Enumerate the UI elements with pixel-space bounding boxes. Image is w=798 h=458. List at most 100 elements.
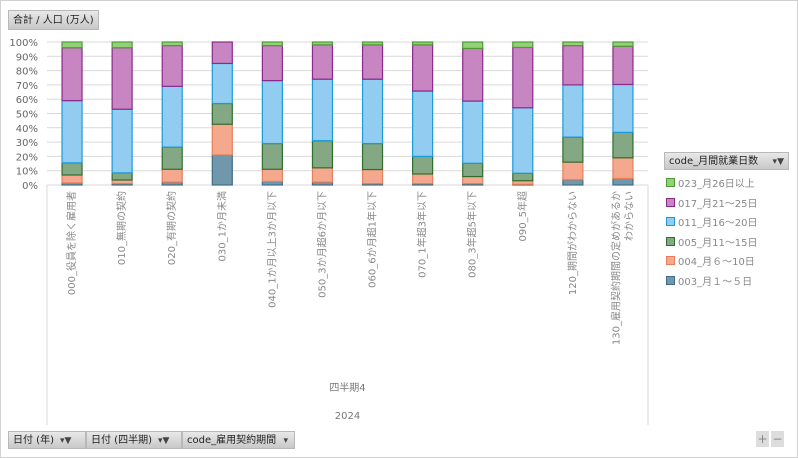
x-tick-label: 130_雇用契約期間の定めがあるか xyxy=(609,191,622,345)
bar-segment xyxy=(462,175,484,185)
y-tick-label: 50% xyxy=(16,110,38,121)
y-tick-label: 40% xyxy=(16,124,38,135)
bar-segment xyxy=(111,41,133,49)
bar-segment xyxy=(211,102,233,125)
legend: 023_月26日以上 017_月21～25日 011_月16～20日 005_月11～… xyxy=(666,175,758,292)
x-tick-label: わからない xyxy=(623,191,635,241)
year-group-label: 2024 xyxy=(335,411,360,422)
bar-segment xyxy=(412,44,434,92)
y-tick-label: 80% xyxy=(16,67,38,78)
bar-segment xyxy=(61,41,83,49)
legend-field-label: code_月間就業日数 xyxy=(669,156,759,167)
x-tick-label: 120_期間がわからない xyxy=(566,191,579,295)
legend-item: 004_月６～10日 xyxy=(666,253,758,273)
bar-segment xyxy=(361,41,384,46)
bar-segment xyxy=(61,47,83,102)
value-field-button[interactable]: 合計 / 人口 (万人) xyxy=(8,10,99,30)
legend-item: 023_月26日以上 xyxy=(666,175,758,195)
bar-segment xyxy=(612,83,634,133)
x-tick-label: 030_1か月未満 xyxy=(216,191,228,261)
bar-segment xyxy=(412,155,434,175)
bar-segment xyxy=(161,168,183,183)
bar-segment xyxy=(412,90,434,158)
bar-segment xyxy=(211,62,233,105)
bar-segment xyxy=(111,172,133,181)
legend-item: 017_月21～25日 xyxy=(666,195,758,215)
legend-label: 004_月６～10日 xyxy=(678,257,755,268)
bar-segment xyxy=(462,162,484,178)
bar-segment xyxy=(311,44,334,80)
bar-segment xyxy=(361,44,384,80)
legend-swatch xyxy=(666,256,675,265)
bar-segment xyxy=(261,41,283,47)
legend-swatch xyxy=(666,236,675,246)
y-tick-label: 100% xyxy=(9,38,38,49)
bar-segment xyxy=(562,44,584,86)
x-tick-label: 090_5年超 xyxy=(516,191,529,241)
legend-swatch xyxy=(666,217,675,226)
bar-segment xyxy=(562,84,584,138)
legend-label: 017_月21～25日 xyxy=(678,198,758,210)
bar-segment xyxy=(261,168,283,183)
x-tick-label: 050_3か月超6か月以下 xyxy=(315,191,328,298)
legend-label: 011_月16～20日 xyxy=(678,218,758,229)
bar-segment xyxy=(512,107,534,174)
bar-segment xyxy=(612,41,634,47)
bar-segment xyxy=(412,41,434,46)
x-tick-label: 000_役員を除く雇用者 xyxy=(65,191,78,295)
legend-field-button[interactable]: code_月間就業日数 ▾▼ xyxy=(664,152,789,170)
legend-label: 023_月26日以上 xyxy=(678,179,755,190)
bar-segment xyxy=(61,162,83,176)
y-tick-label: 10% xyxy=(16,167,38,178)
bar-segment xyxy=(161,44,183,87)
legend-item: 005_月11～15日 xyxy=(666,234,758,254)
bar-segment xyxy=(161,85,183,148)
bar-segment xyxy=(311,41,334,46)
y-tick-label: 70% xyxy=(16,81,38,92)
legend-label: 005_月11～15日 xyxy=(678,237,758,249)
bar-segment xyxy=(261,142,283,170)
bar-segment xyxy=(361,78,384,145)
bar-segment xyxy=(161,146,183,170)
bar-segment xyxy=(462,47,484,102)
x-tick-label: 040_1か月以上3か月以下 xyxy=(266,191,278,308)
y-tick-label: 0% xyxy=(22,181,38,192)
expand-button[interactable]: + xyxy=(756,431,769,447)
bar-segment xyxy=(562,136,584,163)
collapse-button[interactable]: − xyxy=(771,431,784,447)
x-tick-label: 060_6か月超1年以下 xyxy=(366,191,379,288)
filter-icon[interactable]: ▾▼ xyxy=(772,157,784,167)
bar-segment xyxy=(211,41,233,65)
bar-segment xyxy=(211,154,233,186)
legend-swatch xyxy=(666,275,675,285)
bar-segment xyxy=(562,41,584,47)
bar-segment xyxy=(612,157,634,180)
bar-segment xyxy=(462,41,484,50)
legend-swatch xyxy=(666,178,675,187)
legend-item: 003_月１～５日 xyxy=(666,273,758,293)
bar-segment xyxy=(562,179,584,186)
bar-segment xyxy=(412,173,434,185)
bar-segment xyxy=(111,108,133,174)
filter-button-year[interactable]: 日付 (年) ▾▼ xyxy=(8,431,86,449)
bar-segment xyxy=(261,44,283,82)
bar-segment xyxy=(61,174,83,184)
bar-segment xyxy=(512,172,534,182)
filter-icon: ▾▼ xyxy=(157,436,170,446)
y-tick-label: 90% xyxy=(16,52,38,63)
bar-segment xyxy=(361,142,384,171)
x-tick-label: 020_有期の契約 xyxy=(165,191,178,265)
legend-item: 011_月16～20日 xyxy=(666,214,758,234)
filter-button-contract-period[interactable]: code_雇用契約期間 ▾ xyxy=(182,431,295,449)
y-tick-label: 20% xyxy=(16,152,38,163)
bar-segment xyxy=(311,78,334,142)
filter-icon: ▾▼ xyxy=(59,436,72,446)
filter-button-quarter[interactable]: 日付 (四半期) ▾▼ xyxy=(86,431,182,449)
bar-segment xyxy=(261,80,283,145)
bar-segment xyxy=(311,140,334,169)
dropdown-icon: ▾ xyxy=(283,436,288,446)
x-tick-label: 010_無期の契約 xyxy=(115,191,128,265)
x-tick-label: 080_3年超5年以下 xyxy=(466,191,479,278)
legend-label: 003_月１～５日 xyxy=(678,276,753,288)
